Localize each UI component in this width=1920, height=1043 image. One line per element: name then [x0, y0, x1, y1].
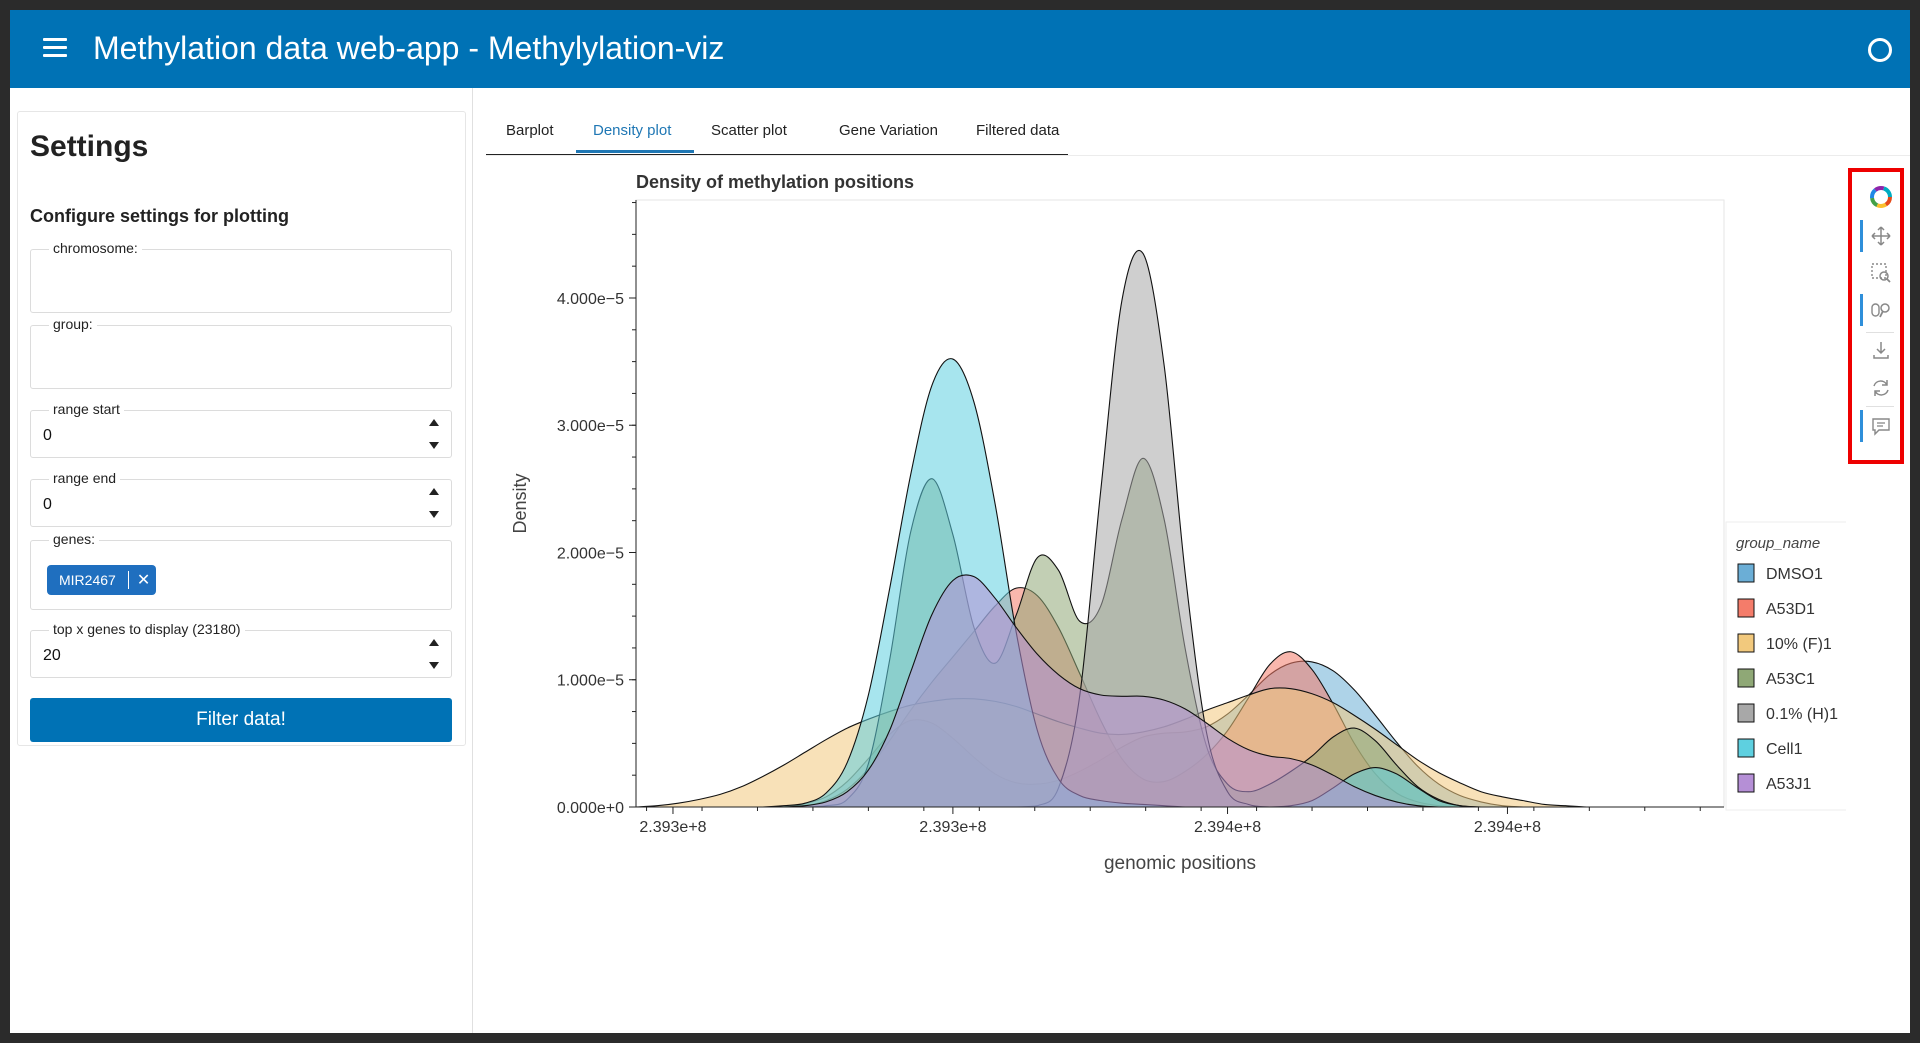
- range-end-label: range end: [49, 470, 121, 486]
- legend-swatch: [1737, 668, 1755, 688]
- range-end-decrement-icon[interactable]: [429, 511, 439, 518]
- tab-gene-variation[interactable]: Gene Variation: [839, 122, 938, 139]
- tab-filtered-data[interactable]: Filtered data: [976, 122, 1060, 139]
- tab-scatter-plot[interactable]: Scatter plot: [711, 122, 787, 139]
- save-icon[interactable]: [1870, 339, 1892, 361]
- genes-label: genes:: [49, 531, 100, 547]
- genes-multiselect[interactable]: genes: MIR2467 ✕: [30, 531, 452, 610]
- wheel-zoom-icon[interactable]: [1870, 299, 1892, 321]
- settings-subtitle: Configure settings for plotting: [30, 206, 289, 226]
- app-title: Methylation data web-app - Methylylation…: [93, 30, 725, 66]
- legend-label: A53J1: [1766, 776, 1811, 793]
- top-x-genes-input[interactable]: top x genes to display (23180) 20: [30, 621, 452, 678]
- settings-card: Settings Configure settings for plotting…: [17, 111, 466, 746]
- legend-swatch: [1737, 563, 1755, 583]
- legend-swatch: [1737, 773, 1755, 793]
- range-start-value[interactable]: 0: [43, 427, 52, 444]
- range-start-increment-icon[interactable]: [429, 419, 439, 426]
- toolbar-divider: [1866, 332, 1894, 333]
- range-start-decrement-icon[interactable]: [429, 442, 439, 449]
- reset-icon[interactable]: [1870, 377, 1892, 399]
- range-start-label: range start: [49, 401, 124, 417]
- y-axis-label: Density: [510, 473, 530, 533]
- app-header: Methylation data web-app - Methylylation…: [10, 10, 1910, 88]
- plot-toolbar: [1848, 168, 1904, 464]
- legend-label: 10% (F)1: [1766, 636, 1832, 653]
- y-tick-label: 0.000e+0: [557, 800, 624, 817]
- x-tick-label: 2.393e+8: [639, 819, 706, 836]
- range-end-input[interactable]: range end 0: [30, 470, 452, 527]
- x-tick-label: 2.394e+8: [1194, 819, 1261, 836]
- legend-swatch: [1737, 598, 1755, 618]
- settings-title: Settings: [30, 130, 149, 163]
- wheel-zoom-active-bar: [1860, 294, 1863, 326]
- x-tick-label: 2.393e+8: [919, 819, 986, 836]
- hamburger-menu-icon[interactable]: [43, 38, 67, 58]
- sidebar: Settings Configure settings for plotting…: [10, 88, 473, 1033]
- pan-active-bar: [1860, 220, 1863, 252]
- bokeh-logo-icon[interactable]: [1870, 186, 1892, 208]
- density-plot[interactable]: Density of methylation positions 0.000e+0…: [486, 160, 1846, 880]
- hover-icon[interactable]: [1870, 415, 1892, 437]
- chromosome-label: chromosome:: [49, 240, 142, 256]
- toolbar-divider-2: [1866, 406, 1894, 407]
- app-window: Methylation data web-app - Methylylation…: [10, 10, 1910, 1033]
- chromosome-select[interactable]: chromosome:: [30, 240, 452, 313]
- x-axis-label: genomic positions: [1104, 853, 1256, 874]
- hover-active-bar: [1860, 410, 1863, 442]
- tab-density-plot[interactable]: Density plot: [593, 122, 672, 139]
- y-tick-label: 4.000e−5: [557, 291, 624, 308]
- filter-data-button[interactable]: Filter data!: [30, 698, 452, 742]
- y-tick-label: 1.000e−5: [557, 673, 624, 690]
- range-end-increment-icon[interactable]: [429, 488, 439, 495]
- top-x-increment-icon[interactable]: [429, 639, 439, 646]
- legend-label: Cell1: [1766, 741, 1803, 758]
- circle-status-icon: [1868, 38, 1892, 62]
- pan-icon[interactable]: [1870, 225, 1892, 247]
- top-x-decrement-icon[interactable]: [429, 662, 439, 669]
- chart-title: Density of methylation positions: [636, 172, 914, 192]
- y-tick-label: 2.000e−5: [557, 545, 624, 562]
- top-x-genes-label: top x genes to display (23180): [49, 621, 245, 637]
- remove-chip-icon[interactable]: ✕: [136, 572, 151, 589]
- legend-swatch: [1737, 703, 1755, 723]
- content-divider: [486, 155, 1910, 156]
- box-zoom-icon[interactable]: [1870, 262, 1892, 284]
- group-label: group:: [49, 316, 97, 332]
- tab-bar: Barplot Density plot Scatter plot Gene V…: [486, 110, 1068, 156]
- legend-title: group_name: [1736, 535, 1820, 552]
- range-start-input[interactable]: range start 0: [30, 401, 452, 458]
- x-tick-label: 2.394e+8: [1474, 819, 1541, 836]
- legend-swatch: [1737, 738, 1755, 758]
- legend-label: 0.1% (H)1: [1766, 706, 1838, 723]
- group-select[interactable]: group:: [30, 316, 452, 389]
- legend-label: A53C1: [1766, 671, 1815, 688]
- legend-label: A53D1: [1766, 601, 1815, 618]
- y-tick-label: 3.000e−5: [557, 418, 624, 435]
- legend-label: DMSO1: [1766, 566, 1823, 583]
- top-x-genes-value[interactable]: 20: [43, 647, 61, 664]
- legend-swatch: [1737, 633, 1755, 653]
- range-end-value[interactable]: 0: [43, 496, 52, 513]
- tab-barplot[interactable]: Barplot: [506, 122, 554, 139]
- gene-chip-label: MIR2467: [59, 572, 116, 588]
- active-tab-indicator: [576, 150, 694, 153]
- gene-chip[interactable]: MIR2467 ✕: [47, 565, 157, 595]
